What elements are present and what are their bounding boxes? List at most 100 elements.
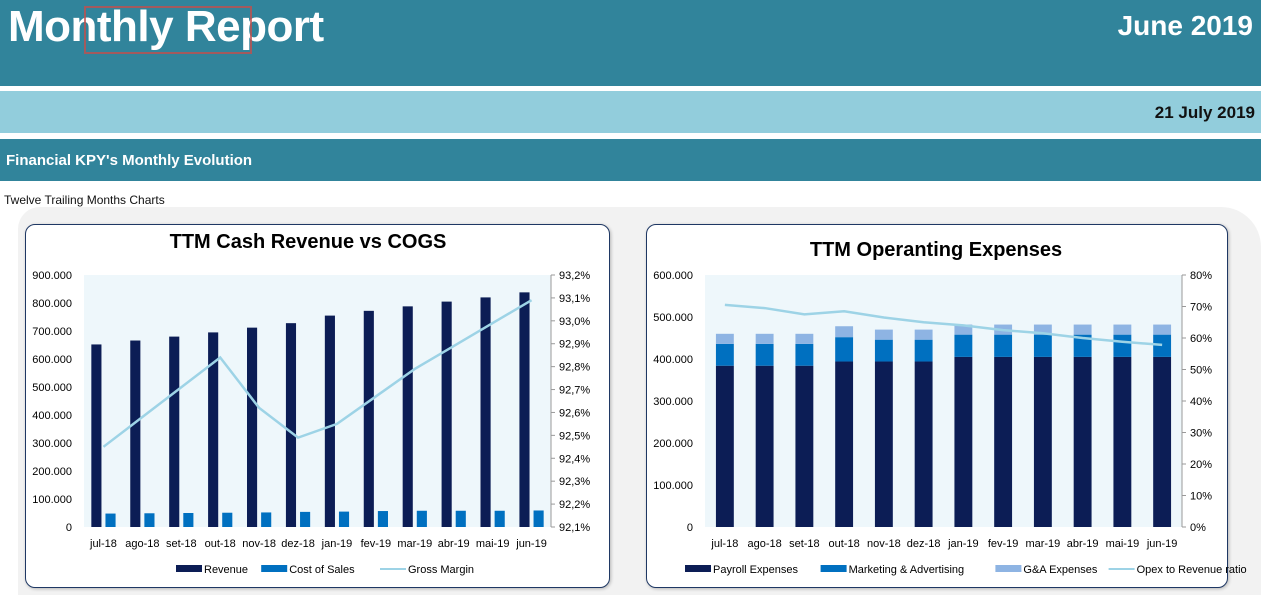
y2-tick-label: 92,9% — [559, 339, 590, 351]
bar-revenue — [324, 315, 335, 527]
bar-revenue — [363, 310, 374, 527]
bar-cost-of-sales — [300, 511, 311, 527]
legend-label: Gross Margin — [408, 564, 474, 576]
bar-g-a-expenses — [795, 333, 814, 344]
x-tick-label: abr-19 — [438, 538, 470, 550]
bar-payroll-expenses — [795, 365, 814, 527]
y-tick-label: 500.000 — [32, 382, 72, 394]
y2-tick-label: 80% — [1190, 270, 1212, 282]
x-tick-label: set-18 — [789, 538, 820, 550]
y-tick-label: 200.000 — [653, 438, 693, 450]
operating-expenses-chart-svg: TTM Operanting Expenses 0 100.000 200.000 30… — [653, 239, 1246, 576]
x-tick-label: dez-18 — [281, 538, 315, 550]
y2-tick-label: 30% — [1190, 428, 1212, 440]
y2-tick-label: 92,2% — [559, 499, 590, 511]
x-tick-label: nov-18 — [867, 538, 901, 550]
y2-tick-label: 10% — [1190, 491, 1212, 503]
bar-g-a-expenses — [1073, 324, 1092, 335]
bar-payroll-expenses — [715, 365, 734, 527]
header-banner — [0, 0, 1261, 86]
bar-marketing-advertising — [795, 343, 814, 366]
x-tick-label: fev-19 — [988, 538, 1019, 550]
x-tick-label: ago-18 — [747, 538, 781, 550]
section-banner — [0, 139, 1261, 181]
legend-label: Cost of Sales — [289, 564, 355, 576]
bar-revenue — [519, 292, 530, 527]
bar-cost-of-sales — [416, 510, 427, 527]
y2-tick-label: 70% — [1190, 302, 1212, 314]
x-tick-label: out-18 — [829, 538, 860, 550]
legend-label: G&A Expenses — [1023, 564, 1097, 576]
bar-marketing-advertising — [1113, 334, 1132, 357]
y2-tick-label: 60% — [1190, 333, 1212, 345]
bar-marketing-advertising — [1153, 334, 1172, 357]
y-tick-label: 700.000 — [32, 326, 72, 338]
x-tick-label: ago-18 — [125, 538, 159, 550]
line-gross-margin — [102, 299, 533, 448]
operating-expenses-chart[interactable]: TTM Operanting Expenses 0 100.000 200.000 30… — [646, 224, 1247, 588]
revenue-cogs-chart-svg: TTM Cash Revenue vs COGS 0 100.000 200.000 3… — [32, 231, 590, 576]
bar-revenue — [169, 336, 180, 527]
bar-payroll-expenses — [1153, 356, 1172, 527]
y2-tick-label: 20% — [1190, 459, 1212, 471]
legend-swatch — [685, 565, 711, 572]
x-tick-label: mar-19 — [397, 538, 432, 550]
bar-g-a-expenses — [874, 329, 893, 340]
bar-cost-of-sales — [338, 511, 350, 527]
report-date: 21 July 2019 — [1154, 103, 1255, 122]
cell-selection-box[interactable] — [84, 6, 252, 54]
bar-payroll-expenses — [874, 361, 893, 527]
x-tick-label: jun-19 — [515, 538, 547, 550]
bar-payroll-expenses — [994, 356, 1013, 527]
bar-marketing-advertising — [914, 339, 933, 362]
revenue-cogs-chart[interactable]: TTM Cash Revenue vs COGS 0 100.000 200.000 3… — [25, 224, 610, 588]
bar-cost-of-sales — [377, 511, 388, 527]
y-tick-label: 600.000 — [653, 270, 693, 282]
bar-cost-of-sales — [144, 513, 155, 527]
bar-revenue — [247, 327, 258, 527]
bar-g-a-expenses — [1153, 324, 1172, 335]
y-tick-label: 200.000 — [32, 466, 72, 478]
y2-tick-label: 92,1% — [559, 522, 590, 534]
bar-revenue — [130, 340, 141, 527]
y-tick-label: 0 — [687, 522, 693, 534]
bar-cost-of-sales — [494, 510, 505, 527]
bar-cost-of-sales — [261, 512, 272, 527]
y2-tick-label: 92,6% — [559, 407, 590, 419]
x-tick-label: jan-19 — [947, 538, 979, 550]
y-tick-label: 500.000 — [653, 312, 693, 324]
y2-tick-label: 0% — [1190, 522, 1206, 534]
y-tick-label: 900.000 — [32, 270, 72, 282]
x-tick-label: jun-19 — [1146, 538, 1178, 550]
y2-tick-label: 50% — [1190, 365, 1212, 377]
bar-cost-of-sales — [183, 513, 194, 527]
legend-label: Opex to Revenue ratio — [1137, 564, 1247, 576]
y2-tick-label: 92,4% — [559, 453, 590, 465]
chart-title: TTM Cash Revenue vs COGS — [170, 231, 447, 253]
bar-marketing-advertising — [874, 339, 893, 362]
y-tick-label: 300.000 — [32, 438, 72, 450]
x-tick-label: mai-19 — [1106, 538, 1140, 550]
legend-swatch — [176, 565, 202, 572]
x-tick-label: jul-18 — [710, 538, 738, 550]
bar-payroll-expenses — [755, 365, 774, 527]
bar-payroll-expenses — [1033, 356, 1052, 527]
report-month: June 2019 — [1117, 10, 1253, 41]
y2-tick-label: 92,5% — [559, 430, 590, 442]
y-tick-label: 800.000 — [32, 298, 72, 310]
legend-label: Marketing & Advertising — [849, 564, 965, 576]
section-title: Financial KPY's Monthly Evolution — [6, 152, 253, 169]
y-tick-label: 100.000 — [32, 494, 72, 506]
x-tick-label: abr-19 — [1067, 538, 1099, 550]
bar-marketing-advertising — [835, 337, 854, 362]
y2-tick-label: 92,7% — [559, 385, 590, 397]
bar-g-a-expenses — [715, 333, 734, 344]
y-tick-label: 100.000 — [653, 480, 693, 492]
x-tick-label: out-18 — [205, 538, 236, 550]
bar-g-a-expenses — [1113, 324, 1132, 335]
bar-revenue — [91, 344, 102, 527]
x-tick-label: fev-19 — [361, 538, 392, 550]
bar-marketing-advertising — [954, 334, 973, 357]
bar-revenue — [441, 301, 452, 527]
bar-payroll-expenses — [914, 361, 933, 527]
